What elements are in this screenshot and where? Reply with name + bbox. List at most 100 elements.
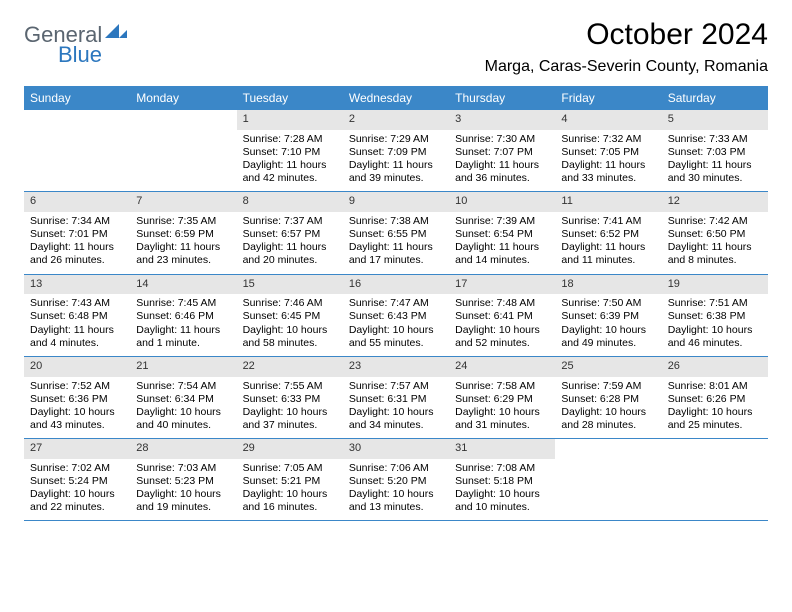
sunset-text: Sunset: 6:41 PM xyxy=(455,310,549,323)
sunset-text: Sunset: 6:38 PM xyxy=(668,310,762,323)
calendar: SundayMondayTuesdayWednesdayThursdayFrid… xyxy=(24,86,768,521)
day-cell: 23Sunrise: 7:57 AMSunset: 6:31 PMDayligh… xyxy=(343,357,449,438)
daylight-text: Daylight: 10 hours and 55 minutes. xyxy=(349,324,443,350)
day-cell: 16Sunrise: 7:47 AMSunset: 6:43 PMDayligh… xyxy=(343,275,449,356)
week-row: 20Sunrise: 7:52 AMSunset: 6:36 PMDayligh… xyxy=(24,357,768,439)
day-cell: 31Sunrise: 7:08 AMSunset: 5:18 PMDayligh… xyxy=(449,439,555,520)
sunrise-text: Sunrise: 7:06 AM xyxy=(349,462,443,475)
sunset-text: Sunset: 6:55 PM xyxy=(349,228,443,241)
day-cell: 25Sunrise: 7:59 AMSunset: 6:28 PMDayligh… xyxy=(555,357,661,438)
day-cell: 28Sunrise: 7:03 AMSunset: 5:23 PMDayligh… xyxy=(130,439,236,520)
day-content: Sunrise: 7:42 AMSunset: 6:50 PMDaylight:… xyxy=(662,212,768,274)
sunrise-text: Sunrise: 7:54 AM xyxy=(136,380,230,393)
sunrise-text: Sunrise: 7:02 AM xyxy=(30,462,124,475)
day-cell: 30Sunrise: 7:06 AMSunset: 5:20 PMDayligh… xyxy=(343,439,449,520)
header: GeneralBlue October 2024 Marga, Caras-Se… xyxy=(24,18,768,76)
sunrise-text: Sunrise: 7:58 AM xyxy=(455,380,549,393)
day-number: 21 xyxy=(130,357,236,377)
sunrise-text: Sunrise: 7:39 AM xyxy=(455,215,549,228)
day-header-wednesday: Wednesday xyxy=(343,86,449,110)
day-header-saturday: Saturday xyxy=(662,86,768,110)
day-number: 13 xyxy=(24,275,130,295)
sunset-text: Sunset: 6:39 PM xyxy=(561,310,655,323)
day-number: 16 xyxy=(343,275,449,295)
sunrise-text: Sunrise: 7:28 AM xyxy=(243,133,337,146)
day-number: 9 xyxy=(343,192,449,212)
sunrise-text: Sunrise: 7:34 AM xyxy=(30,215,124,228)
day-cell: 21 Sunrise: 7:54 AMSunset: 6:34 PMDayligh… xyxy=(130,357,236,438)
day-header-friday: Friday xyxy=(555,86,661,110)
sunset-text: Sunset: 6:28 PM xyxy=(561,393,655,406)
day-content: Sunrise: 7:29 AMSunset: 7:09 PMDaylight:… xyxy=(343,130,449,192)
sunset-text: Sunset: 6:52 PM xyxy=(561,228,655,241)
day-cell: 6Sunrise: 7:34 AMSunset: 7:01 PMDaylight… xyxy=(24,192,130,273)
day-header-thursday: Thursday xyxy=(449,86,555,110)
day-cell: 19Sunrise: 7:51 AMSunset: 6:38 PMDayligh… xyxy=(662,275,768,356)
empty-day-number xyxy=(662,439,768,459)
day-cell: 8Sunrise: 7:37 AMSunset: 6:57 PMDaylight… xyxy=(237,192,343,273)
sunrise-text: Sunrise: 7:59 AM xyxy=(561,380,655,393)
day-number: 28 xyxy=(130,439,236,459)
day-cell: 3Sunrise: 7:30 AMSunset: 7:07 PMDaylight… xyxy=(449,110,555,191)
day-number: 18 xyxy=(555,275,661,295)
sunrise-text: Sunrise: 8:01 AM xyxy=(668,380,762,393)
sunset-text: Sunset: 6:57 PM xyxy=(243,228,337,241)
day-number: 3 xyxy=(449,110,555,130)
day-cell: 5Sunrise: 7:33 AMSunset: 7:03 PMDaylight… xyxy=(662,110,768,191)
day-content: Sunrise: 7:46 AMSunset: 6:45 PMDaylight:… xyxy=(237,294,343,356)
daylight-text: Daylight: 10 hours and 46 minutes. xyxy=(668,324,762,350)
day-number: 27 xyxy=(24,439,130,459)
day-header-tuesday: Tuesday xyxy=(237,86,343,110)
sunset-text: Sunset: 6:34 PM xyxy=(136,393,230,406)
sunset-text: Sunset: 6:36 PM xyxy=(30,393,124,406)
sunrise-text: Sunrise: 7:48 AM xyxy=(455,297,549,310)
empty-day-cell xyxy=(555,439,661,520)
day-cell: 20Sunrise: 7:52 AMSunset: 6:36 PMDayligh… xyxy=(24,357,130,438)
day-cell: 14Sunrise: 7:45 AMSunset: 6:46 PMDayligh… xyxy=(130,275,236,356)
day-cell: 9 Sunrise: 7:38 AMSunset: 6:55 PMDaylight… xyxy=(343,192,449,273)
day-content: Sunrise: 7:03 AMSunset: 5:23 PMDaylight:… xyxy=(130,459,236,521)
sunrise-text: Sunrise: 7:43 AM xyxy=(30,297,124,310)
daylight-text: Daylight: 10 hours and 43 minutes. xyxy=(30,406,124,432)
daylight-text: Daylight: 10 hours and 40 minutes. xyxy=(136,406,230,432)
sunset-text: Sunset: 6:50 PM xyxy=(668,228,762,241)
sunrise-text: Sunrise: 7:38 AM xyxy=(349,215,443,228)
sunrise-text: Sunrise: 7:37 AM xyxy=(243,215,337,228)
sunset-text: Sunset: 7:07 PM xyxy=(455,146,549,159)
day-content: Sunrise: 7:58 AMSunset: 6:29 PMDaylight:… xyxy=(449,377,555,439)
sunset-text: Sunset: 7:03 PM xyxy=(668,146,762,159)
day-number: 19 xyxy=(662,275,768,295)
day-number: 31 xyxy=(449,439,555,459)
sunrise-text: Sunrise: 7:03 AM xyxy=(136,462,230,475)
sunset-text: Sunset: 6:46 PM xyxy=(136,310,230,323)
daylight-text: Daylight: 10 hours and 10 minutes. xyxy=(455,488,549,514)
daylight-text: Daylight: 11 hours and 14 minutes. xyxy=(455,241,549,267)
daylight-text: Daylight: 11 hours and 42 minutes. xyxy=(243,159,337,185)
day-number: 24 xyxy=(449,357,555,377)
empty-day-number xyxy=(24,110,130,130)
sunset-text: Sunset: 5:21 PM xyxy=(243,475,337,488)
daylight-text: Daylight: 10 hours and 52 minutes. xyxy=(455,324,549,350)
day-number: 20 xyxy=(24,357,130,377)
sunset-text: Sunset: 7:10 PM xyxy=(243,146,337,159)
day-content: Sunrise: 7:05 AMSunset: 5:21 PMDaylight:… xyxy=(237,459,343,521)
sunset-text: Sunset: 6:43 PM xyxy=(349,310,443,323)
day-cell: 17Sunrise: 7:48 AMSunset: 6:41 PMDayligh… xyxy=(449,275,555,356)
daylight-text: Daylight: 11 hours and 17 minutes. xyxy=(349,241,443,267)
day-cell: 10Sunrise: 7:39 AMSunset: 6:54 PMDayligh… xyxy=(449,192,555,273)
day-content: Sunrise: 7:45 AMSunset: 6:46 PMDaylight:… xyxy=(130,294,236,356)
daylight-text: Daylight: 10 hours and 22 minutes. xyxy=(30,488,124,514)
daylight-text: Daylight: 11 hours and 26 minutes. xyxy=(30,241,124,267)
day-number: 22 xyxy=(237,357,343,377)
day-content: Sunrise: 7:06 AMSunset: 5:20 PMDaylight:… xyxy=(343,459,449,521)
logo-text-blue: Blue xyxy=(58,44,127,66)
daylight-text: Daylight: 11 hours and 23 minutes. xyxy=(136,241,230,267)
sunset-text: Sunset: 5:24 PM xyxy=(30,475,124,488)
day-number: 5 xyxy=(662,110,768,130)
day-number: 23 xyxy=(343,357,449,377)
day-number: 8 xyxy=(237,192,343,212)
day-headers-row: SundayMondayTuesdayWednesdayThursdayFrid… xyxy=(24,86,768,110)
sunrise-text: Sunrise: 7:55 AM xyxy=(243,380,337,393)
logo-triangle-icon xyxy=(105,24,127,42)
sunrise-text: Sunrise: 7:08 AM xyxy=(455,462,549,475)
